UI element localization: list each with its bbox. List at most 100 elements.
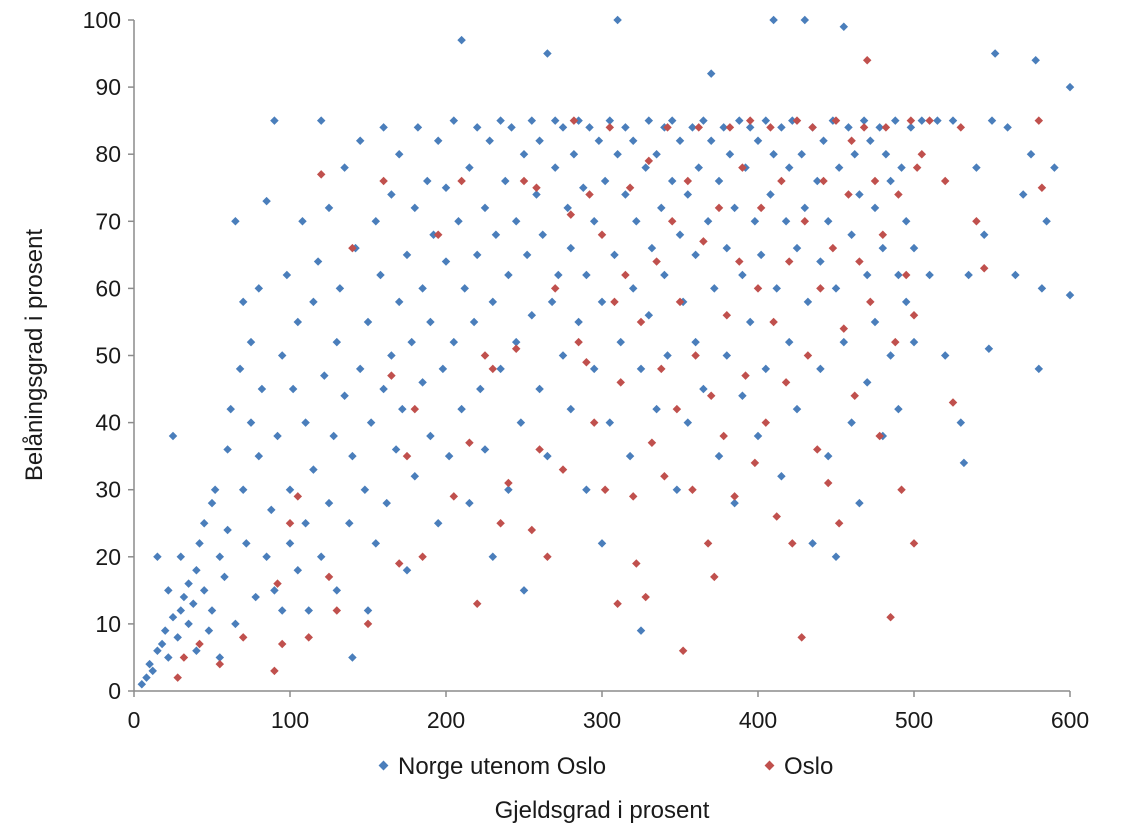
data-point [959,458,969,468]
data-point [894,270,903,280]
data-point [210,485,220,494]
data-point [519,586,529,595]
data-point [242,539,251,548]
data-point [625,451,635,461]
data-point [906,116,916,125]
data-point [223,445,232,454]
data-point [157,639,167,649]
data-point [566,243,576,253]
x-axis-ticks: 0 100 200 300 400 500 600 [128,691,1089,733]
x-tick-label: 200 [427,707,465,733]
data-point [413,123,423,132]
data-point [496,116,505,125]
data-point [855,190,864,199]
data-point [179,653,189,662]
data-point [870,176,880,186]
data-point [761,418,771,427]
data-point [304,606,313,615]
data-point [652,257,661,266]
data-point [589,418,599,427]
data-point [426,431,435,441]
data-point [298,217,307,226]
data-point [616,378,625,387]
data-point [418,378,427,387]
data-point [636,626,646,635]
data-point [251,592,260,602]
data-point [972,217,981,226]
data-point [277,606,287,615]
data-point [1042,217,1051,226]
data-point [641,592,650,602]
data-point [574,317,583,327]
data-point [800,203,810,213]
data-point [847,230,856,239]
data-point [348,243,357,253]
data-point [465,438,474,447]
data-point [710,572,719,582]
data-point [472,123,482,132]
data-point [738,270,747,280]
data-point [285,519,295,528]
data-point [246,337,256,347]
data-point [667,217,677,226]
data-point [781,217,791,226]
data-point [839,324,849,333]
data-point [897,485,906,494]
data-point [738,391,747,401]
data-point [457,404,466,414]
series-oslo [173,56,1047,682]
data-point [855,498,864,508]
data-point [511,344,521,354]
data-point [402,250,412,260]
data-point [808,539,817,548]
data-point [449,492,459,501]
data-point [192,565,201,575]
data-point [465,498,474,508]
data-point [153,552,162,562]
data-point [979,230,989,239]
data-point [621,190,630,199]
data-point [987,116,997,125]
data-point [866,297,875,307]
data-point [694,123,703,132]
data-point [745,317,755,327]
data-point [644,310,654,320]
data-point [855,257,864,266]
data-point [956,418,966,427]
data-point [621,123,630,132]
data-point [1037,284,1047,293]
data-point [1018,190,1028,199]
data-point [725,149,735,159]
data-point [316,552,326,562]
data-point [491,230,501,239]
data-point [816,364,825,374]
data-point [457,35,466,45]
data-point [535,136,544,146]
data-point [862,56,872,65]
data-point [332,337,342,347]
data-point [753,136,763,146]
data-point [597,230,607,239]
data-point [866,136,875,146]
data-point [168,612,178,622]
data-point [329,431,338,441]
data-point [610,250,619,260]
data-point [703,217,713,226]
data-point [246,418,256,427]
data-point [894,190,903,199]
data-point [371,217,381,226]
data-point [363,606,373,615]
data-point [457,176,466,186]
data-point [956,123,966,132]
data-point [636,364,646,374]
data-point [781,378,791,387]
data-point [675,136,685,146]
data-point [847,136,856,146]
y-tick-label: 20 [95,544,121,570]
data-point [613,599,622,609]
data-point [766,123,775,132]
y-tick-label: 60 [95,275,121,301]
data-point [472,599,482,609]
data-point [678,646,688,655]
